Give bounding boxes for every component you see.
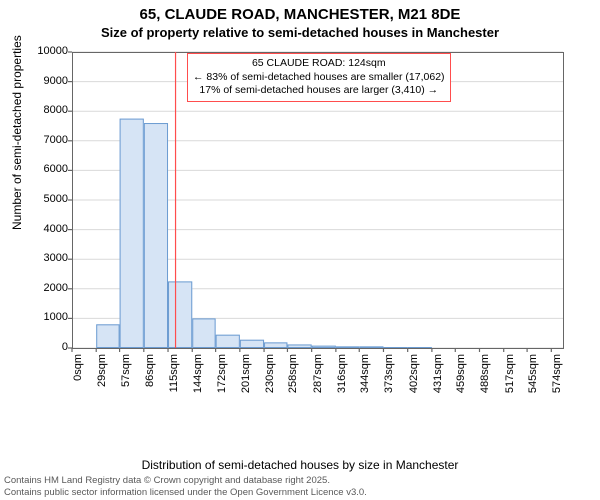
footer-line1: Contains HM Land Registry data © Crown c…	[4, 475, 596, 486]
chart-area: 65 CLAUDE ROAD: 124sqm ← 83% of semi-det…	[65, 50, 570, 410]
annotation-line2: ← 83% of semi-detached houses are smalle…	[193, 71, 445, 85]
x-tick-label: 459sqm	[455, 354, 467, 393]
x-tick-label: 57sqm	[120, 354, 132, 387]
footer-attribution: Contains HM Land Registry data © Crown c…	[4, 475, 596, 498]
x-tick-label: 287sqm	[312, 354, 324, 393]
x-tick-label: 230sqm	[264, 354, 276, 393]
annotation-line1: 65 CLAUDE ROAD: 124sqm	[193, 57, 445, 71]
x-tick-label: 258sqm	[287, 354, 299, 393]
y-tick-label: 4000	[44, 223, 68, 235]
x-tick-label: 201sqm	[240, 354, 252, 393]
x-tick-label: 172sqm	[216, 354, 228, 393]
x-tick-label: 344sqm	[359, 354, 371, 393]
x-tick-label: 316sqm	[336, 354, 348, 393]
footer-line2: Contains public sector information licen…	[4, 487, 596, 498]
y-tick-label: 5000	[44, 193, 68, 205]
x-tick-label: 29sqm	[96, 354, 108, 387]
annotation-box: 65 CLAUDE ROAD: 124sqm ← 83% of semi-det…	[187, 53, 451, 102]
y-tick-label: 10000	[37, 45, 68, 57]
chart-title-sub: Size of property relative to semi-detach…	[0, 23, 600, 40]
annotation-line3: 17% of semi-detached houses are larger (…	[193, 84, 445, 98]
x-tick-label: 0sqm	[72, 354, 84, 381]
y-tick-label: 1000	[44, 311, 68, 323]
x-tick-label: 488sqm	[479, 354, 491, 393]
y-tick-label: 7000	[44, 134, 68, 146]
x-tick-label: 545sqm	[527, 354, 539, 393]
x-tick-label: 431sqm	[432, 354, 444, 393]
chart-title-main: 65, CLAUDE ROAD, MANCHESTER, M21 8DE	[0, 0, 600, 23]
x-tick-label: 144sqm	[192, 354, 204, 393]
y-tick-label: 0	[62, 341, 68, 353]
y-tick-label: 8000	[44, 104, 68, 116]
x-tick-label: 115sqm	[168, 354, 180, 392]
x-tick-label: 574sqm	[551, 354, 563, 393]
x-tick-label: 86sqm	[144, 354, 156, 387]
y-axis-label: Number of semi-detached properties	[10, 35, 24, 230]
y-tick-label: 6000	[44, 163, 68, 175]
x-axis-label: Distribution of semi-detached houses by …	[0, 458, 600, 472]
y-tick-label: 3000	[44, 252, 68, 264]
x-tick-label: 402sqm	[408, 354, 420, 393]
x-tick-label: 517sqm	[504, 354, 516, 393]
y-tick-label: 9000	[44, 75, 68, 87]
x-tick-label: 373sqm	[383, 354, 395, 393]
y-tick-label: 2000	[44, 282, 68, 294]
